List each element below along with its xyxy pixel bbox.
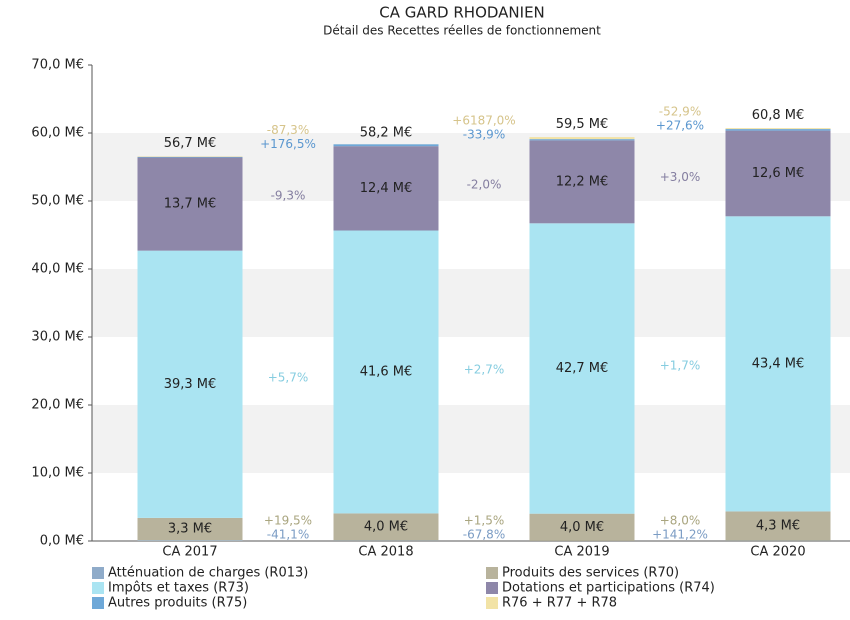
data-label: 4,3 M€ <box>756 519 800 534</box>
y-tick-label: 50,0 M€ <box>31 194 84 209</box>
y-tick-label: 40,0 M€ <box>31 262 84 277</box>
data-label: 4,0 M€ <box>364 519 408 534</box>
data-label: 39,3 M€ <box>164 377 217 392</box>
y-tick-label: 30,0 M€ <box>31 330 84 345</box>
change-label: +5,7% <box>268 371 309 385</box>
bar-segment <box>333 146 439 231</box>
y-tick-label: 20,0 M€ <box>31 398 84 413</box>
data-label: 4,0 M€ <box>560 520 604 535</box>
bar-segment <box>137 540 243 541</box>
change-label: +19,5% <box>264 514 312 528</box>
legend-label: Atténuation de charges (R013) <box>108 566 308 581</box>
data-label: 3,3 M€ <box>168 522 212 537</box>
y-tick-label: 0,0 M€ <box>40 534 84 549</box>
chart-title: CA GARD RHODANIEN <box>379 4 545 22</box>
data-label: 13,7 M€ <box>164 197 217 212</box>
change-label: +6187,0% <box>452 113 515 127</box>
y-tick-label: 60,0 M€ <box>31 126 84 141</box>
bar-segment <box>529 513 635 541</box>
y-tick-label: 10,0 M€ <box>31 466 84 481</box>
change-label: +176,5% <box>260 137 316 151</box>
change-label: +1,7% <box>660 359 701 373</box>
bar-segment <box>725 129 831 131</box>
bar-segment <box>529 139 635 141</box>
change-label: -41,1% <box>267 528 309 542</box>
legend-label: R76 + R77 + R78 <box>502 596 617 611</box>
change-label: -67,8% <box>463 528 505 542</box>
legend-swatch <box>92 582 104 594</box>
bar-segment <box>333 513 439 541</box>
change-label: +27,6% <box>656 118 704 132</box>
x-tick-label: CA 2020 <box>750 545 805 560</box>
bar-segment <box>725 130 831 217</box>
bar-segment <box>137 250 243 518</box>
bar-segment <box>529 140 635 224</box>
change-label: +2,7% <box>464 363 505 377</box>
data-label: 41,6 M€ <box>360 364 413 379</box>
change-label: -33,9% <box>463 127 505 141</box>
x-tick-label: CA 2018 <box>358 545 413 560</box>
legend-swatch <box>486 582 498 594</box>
change-label: +1,5% <box>464 514 505 528</box>
bar-segment <box>529 223 635 514</box>
bar-segment <box>333 230 439 514</box>
x-tick-label: CA 2017 <box>162 545 217 560</box>
bar-segment <box>137 517 243 541</box>
change-label: +8,0% <box>660 514 701 528</box>
change-label: -52,9% <box>659 104 701 118</box>
total-label: 60,8 M€ <box>752 108 805 123</box>
bar-segment <box>333 144 439 147</box>
total-label: 59,5 M€ <box>556 117 609 132</box>
bar-segment <box>137 156 243 158</box>
data-label: 43,4 M€ <box>752 356 805 371</box>
total-label: 56,7 M€ <box>164 136 217 151</box>
legend-label: Dotations et participations (R74) <box>502 581 715 596</box>
bar-segment <box>725 128 831 130</box>
x-tick-label: CA 2019 <box>554 545 609 560</box>
total-label: 58,2 M€ <box>360 126 413 141</box>
bar-segment <box>725 511 831 541</box>
legend-swatch <box>92 567 104 579</box>
y-tick-label: 70,0 M€ <box>31 58 84 73</box>
chart-subtitle: Détail des Recettes réelles de fonctionn… <box>323 24 601 38</box>
bar-segment <box>137 157 243 251</box>
legend-swatch <box>92 597 104 609</box>
bar-segment <box>529 137 635 140</box>
legend-label: Autres produits (R75) <box>108 596 247 611</box>
change-label: +3,0% <box>660 170 701 184</box>
legend-label: Produits des services (R70) <box>502 566 679 581</box>
legend-label: Impôts et taxes (R73) <box>108 581 249 596</box>
data-label: 12,4 M€ <box>360 181 413 196</box>
legend-swatch <box>486 597 498 609</box>
change-label: -87,3% <box>267 123 309 137</box>
change-label: -2,0% <box>467 178 502 192</box>
data-label: 12,6 M€ <box>752 166 805 181</box>
bar-segment <box>725 216 831 512</box>
legend-swatch <box>486 567 498 579</box>
data-label: 42,7 M€ <box>556 361 609 376</box>
change-label: +141,2% <box>652 528 708 542</box>
change-label: -9,3% <box>271 189 306 203</box>
data-label: 12,2 M€ <box>556 174 609 189</box>
